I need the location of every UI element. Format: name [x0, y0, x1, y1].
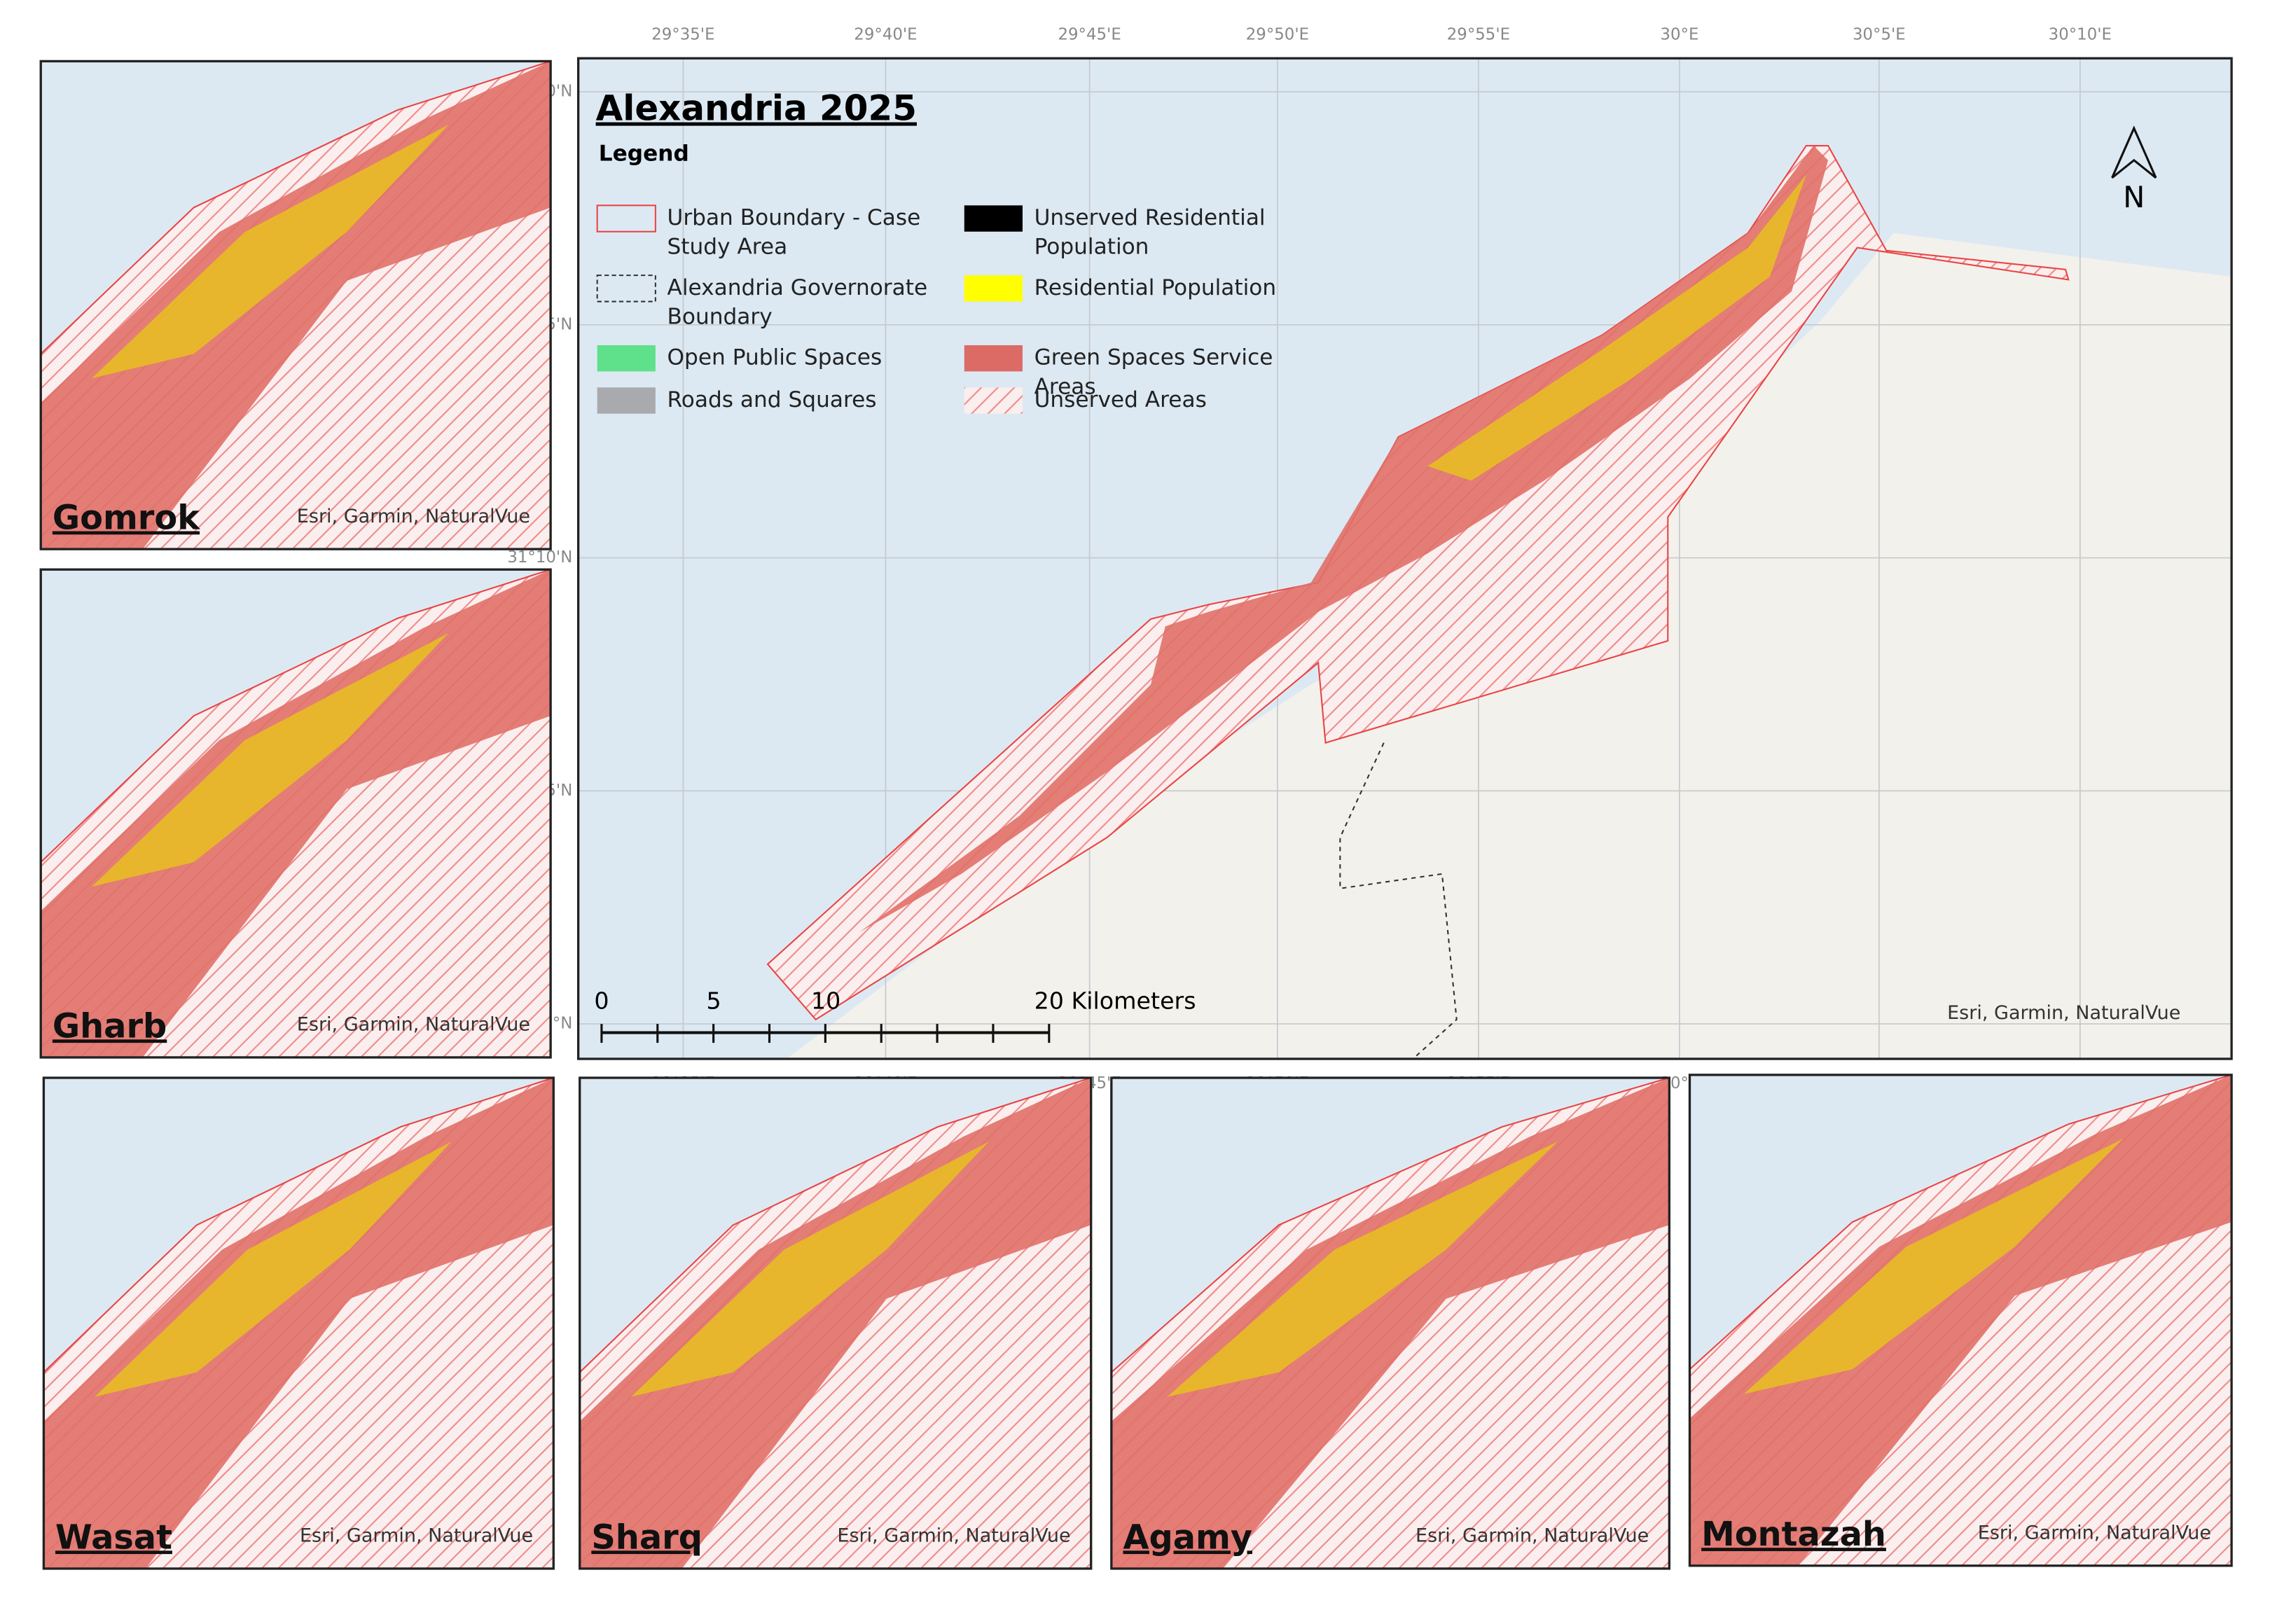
- inset-map: [579, 1078, 1091, 1569]
- main-map-frame: [576, 57, 2233, 1060]
- inset-name: Sharq: [591, 1518, 702, 1557]
- legend-label: Residential Population: [1034, 275, 1277, 300]
- inset-service: [41, 569, 551, 1057]
- governorate-boundary: [1339, 742, 1458, 1060]
- inset-service: [41, 61, 551, 550]
- legend-label: Study Area: [667, 235, 788, 260]
- legend-label: Urban Boundary - Case: [667, 205, 921, 230]
- inset-map: [41, 61, 551, 550]
- legend-label: Open Public Spaces: [667, 345, 883, 370]
- legend-label: Roads and Squares: [667, 387, 877, 412]
- north-arrow-shape: [2111, 125, 2157, 179]
- inset-residential: [92, 632, 449, 887]
- inset-name: Montazah: [1701, 1515, 1886, 1554]
- legend-swatch: [964, 205, 1023, 232]
- service-areas: [859, 146, 1829, 933]
- inset-name: Wasat: [55, 1518, 172, 1557]
- scale-label: 10: [811, 987, 840, 1014]
- legend-title: Legend: [599, 141, 689, 167]
- inset-service: [579, 1078, 1091, 1569]
- inset-frame: [579, 1076, 1093, 1570]
- legend-label: Green Spaces Service: [1034, 345, 1273, 370]
- map-title: Alexandria 2025: [596, 88, 917, 129]
- legend-swatch: [964, 275, 1023, 302]
- latitude-label: 31°10'N: [507, 548, 572, 567]
- north-arrow: N: [2111, 125, 2157, 214]
- inset-frame: [1688, 1074, 2233, 1567]
- legend-swatch: [596, 204, 656, 233]
- legend-swatch: [597, 387, 656, 414]
- attribution: Esri, Garmin, NaturalVue: [1947, 1002, 2180, 1024]
- inset-residential: [95, 1141, 452, 1397]
- longitude-label: 29°40'E: [854, 25, 917, 43]
- legend-label: Boundary: [667, 304, 773, 329]
- inset-attribution: Esri, Garmin, NaturalVue: [1416, 1525, 1649, 1547]
- inset-name: Agamy: [1123, 1518, 1252, 1557]
- inset-map: [1689, 1074, 2232, 1566]
- inset-residential: [92, 124, 449, 379]
- longitude-label: 29°55'E: [1447, 25, 1510, 43]
- residential: [1427, 174, 1806, 481]
- inset-frame: [39, 60, 552, 550]
- legend-label: Alexandria Governorate: [667, 275, 928, 300]
- longitude-label: 30°5'E: [1853, 25, 1906, 43]
- longitude-label: 29°50'E: [1246, 25, 1309, 43]
- inset-frame: [1110, 1076, 1671, 1570]
- longitude-label: 29°35'E: [651, 25, 714, 43]
- legend-swatch: [964, 387, 1023, 414]
- inset-attribution: Esri, Garmin, NaturalVue: [300, 1525, 533, 1547]
- inset-attribution: Esri, Garmin, NaturalVue: [1978, 1522, 2211, 1544]
- inset-frame: [39, 568, 552, 1059]
- inset-frame: [42, 1076, 555, 1570]
- inset-map: [43, 1078, 554, 1569]
- north-label: N: [2123, 180, 2145, 214]
- inset-attribution: Esri, Garmin, NaturalVue: [297, 1014, 530, 1036]
- inset-residential: [630, 1141, 989, 1397]
- inset-name: Gharb: [53, 1007, 167, 1046]
- inset-service: [1689, 1074, 2232, 1566]
- legend-swatch: [597, 345, 656, 372]
- inset-service: [1111, 1078, 1670, 1569]
- inset-service: [43, 1078, 554, 1569]
- longitude-label: 30°10'E: [2049, 25, 2112, 43]
- inset-residential: [1743, 1139, 2124, 1394]
- inset-map: [41, 569, 551, 1057]
- inset-residential: [1167, 1141, 1558, 1397]
- legend-swatch: [596, 275, 656, 303]
- legend-label: Areas: [1034, 374, 1096, 399]
- scale-label: 5: [706, 987, 721, 1014]
- legend-label: Unserved Residential: [1034, 205, 1266, 230]
- inset-attribution: Esri, Garmin, NaturalVue: [837, 1525, 1070, 1547]
- legend-label: Unserved Areas: [1034, 387, 1207, 412]
- inset-attribution: Esri, Garmin, NaturalVue: [297, 506, 530, 527]
- legend-swatch: [964, 345, 1023, 372]
- inset-name: Gomrok: [53, 499, 200, 538]
- inset-map: [1111, 1078, 1670, 1569]
- scale-label: 20 Kilometers: [1034, 987, 1196, 1014]
- longitude-label: 30°E: [1660, 25, 1698, 43]
- scale-label: 0: [594, 987, 609, 1014]
- legend-label: Population: [1034, 235, 1149, 260]
- longitude-label: 29°45'E: [1058, 25, 1121, 43]
